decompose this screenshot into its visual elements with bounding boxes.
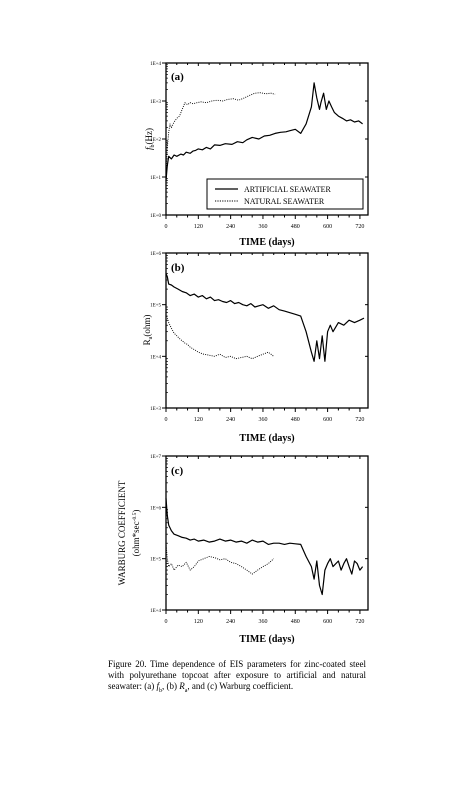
x-tick-label-c-720: 720	[355, 619, 364, 625]
series-line-a-natural	[165, 92, 276, 178]
y-tick-label-a-0: 1E+0	[150, 214, 161, 219]
x-tick-label-b-240: 240	[226, 417, 235, 423]
y-tick-label-c-5: 1E+5	[150, 558, 161, 563]
x-tick-label-c-120: 120	[194, 619, 203, 625]
x-tick-label-c-480: 480	[291, 619, 300, 625]
y-axis-title-c-unit: (ohm*sec-0.5)	[131, 510, 141, 557]
y-axis-title-c-exp: -0.5	[132, 512, 138, 521]
panel-label-c: (c)	[171, 465, 184, 477]
x-tick-label-c-0: 0	[165, 619, 168, 625]
panel-b: (b) 0 120 240 360 480 600 7201E+31E+41E+51E+6 …	[142, 252, 369, 444]
y-axis-title-a-main: f	[144, 146, 154, 150]
panel-c: (c) 0 120 240 360 480 600 7201E+41E+51E+61E+7 …	[117, 455, 369, 645]
series-line-b-artificial	[165, 273, 365, 362]
x-axis-title-b: TIME (days)	[239, 433, 294, 444]
panel-a: (a) 0 120 240 360 480 600 720 1E+0 1E+1 1E+2 1E+3 1…	[144, 62, 369, 248]
series-layer-b	[165, 273, 365, 362]
x-tick-label-a-0: 0	[165, 224, 168, 230]
y-axis-title-a-sub: b	[150, 144, 156, 147]
y-axis-title-a-unit: (Hz)	[144, 128, 154, 145]
y-axis-title-c-main: WARBURG COEFFICIENT	[117, 480, 127, 585]
x-tick-label-a-240: 240	[226, 224, 235, 230]
y-tick-label-b-3: 1E+3	[150, 407, 161, 412]
ticks-c: 0 120 240 360 480 600 720 1E+4 1E+5 1E+6 1E+7	[150, 455, 368, 625]
series-layer-c	[165, 498, 364, 596]
x-tick-label-a-720: 720	[355, 224, 364, 230]
x-tick-label-b-720: 720	[355, 417, 364, 423]
y-tick-label-a-3: 1E+3	[150, 100, 161, 105]
panel-label-b: (b)	[171, 262, 185, 274]
y-tick-label-a-2: 1E+2	[150, 138, 161, 143]
x-tick-label-a-480: 480	[291, 224, 300, 230]
legend-label-artificial: ARTIFICIAL SEAWATER	[244, 185, 331, 194]
series-line-c-natural	[165, 543, 275, 575]
caption-suffix: , and (c) Warburg coefficient.	[187, 681, 294, 691]
series-line-b-natural	[165, 315, 274, 360]
panel-label-a: (a)	[171, 71, 184, 83]
x-tick-label-b-360: 360	[258, 417, 267, 423]
x-tick-label-a-600: 600	[323, 224, 332, 230]
y-axis-title-b: Ra(ohm)	[142, 315, 154, 346]
caption-fb-main: f	[156, 681, 159, 691]
x-tick-label-c-360: 360	[258, 619, 267, 625]
y-axis-title-b-sub: a	[148, 336, 154, 339]
series-line-c-artificial	[165, 498, 364, 596]
caption-fb-sub: b	[158, 687, 162, 694]
legend-box	[206, 178, 364, 210]
x-tick-label-a-360: 360	[258, 224, 267, 230]
x-tick-label-b-120: 120	[194, 417, 203, 423]
plot-frame-c	[165, 455, 369, 611]
caption-mid: , (b)	[161, 681, 180, 691]
y-tick-label-a-4: 1E+4	[150, 62, 161, 67]
series-line-a-artificial	[165, 82, 363, 181]
y-axis-title-b-main: R	[142, 339, 152, 345]
plot-frame-b	[165, 252, 369, 409]
y-axis-title-b-unit: (ohm)	[142, 315, 152, 337]
y-tick-label-c-6: 1E+6	[150, 506, 161, 511]
y-tick-label-b-5: 1E+5	[150, 304, 161, 309]
y-tick-label-c-4: 1E+4	[150, 609, 161, 614]
y-tick-label-b-6: 1E+6	[150, 252, 161, 257]
y-axis-title-a: fb(Hz)	[144, 128, 156, 150]
y-axis-title-c-close: )	[131, 510, 141, 513]
x-tick-label-c-240: 240	[226, 619, 235, 625]
ticks-b: 0 120 240 360 480 600 720 1E+3 1E+4 1E+5 1E+6	[150, 252, 368, 423]
x-tick-label-b-0: 0	[165, 417, 168, 423]
y-axis-title-c-unit-text: (ohm*sec	[131, 521, 141, 556]
caption-ra-main: R	[179, 681, 185, 691]
ticks-a: 0 120 240 360 480 600 720 1E+0 1E+1 1E+2 1E+3 1E+4	[150, 62, 368, 230]
legend-label-natural: NATURAL SEAWATER	[244, 197, 325, 206]
x-axis-title-a: TIME (days)	[239, 237, 294, 248]
x-tick-label-a-120: 120	[194, 224, 203, 230]
x-tick-label-b-480: 480	[291, 417, 300, 423]
caption-prefix: Figure 20. Time dependence of EIS parame…	[108, 659, 366, 691]
caption-ra-sub: a	[184, 687, 188, 694]
x-tick-label-c-600: 600	[323, 619, 332, 625]
y-tick-label-c-7: 1E+7	[150, 455, 161, 460]
x-tick-label-b-600: 600	[323, 417, 332, 423]
series-layer-a	[165, 82, 363, 181]
figure-caption: Figure 20. Time dependence of EIS parame…	[108, 659, 366, 697]
x-axis-title-c: TIME (days)	[239, 634, 294, 645]
legend: ARTIFICIAL SEAWATER NATURAL SEAWATER	[206, 178, 364, 210]
y-tick-label-b-4: 1E+4	[150, 355, 161, 360]
y-tick-label-a-1: 1E+1	[150, 176, 161, 181]
